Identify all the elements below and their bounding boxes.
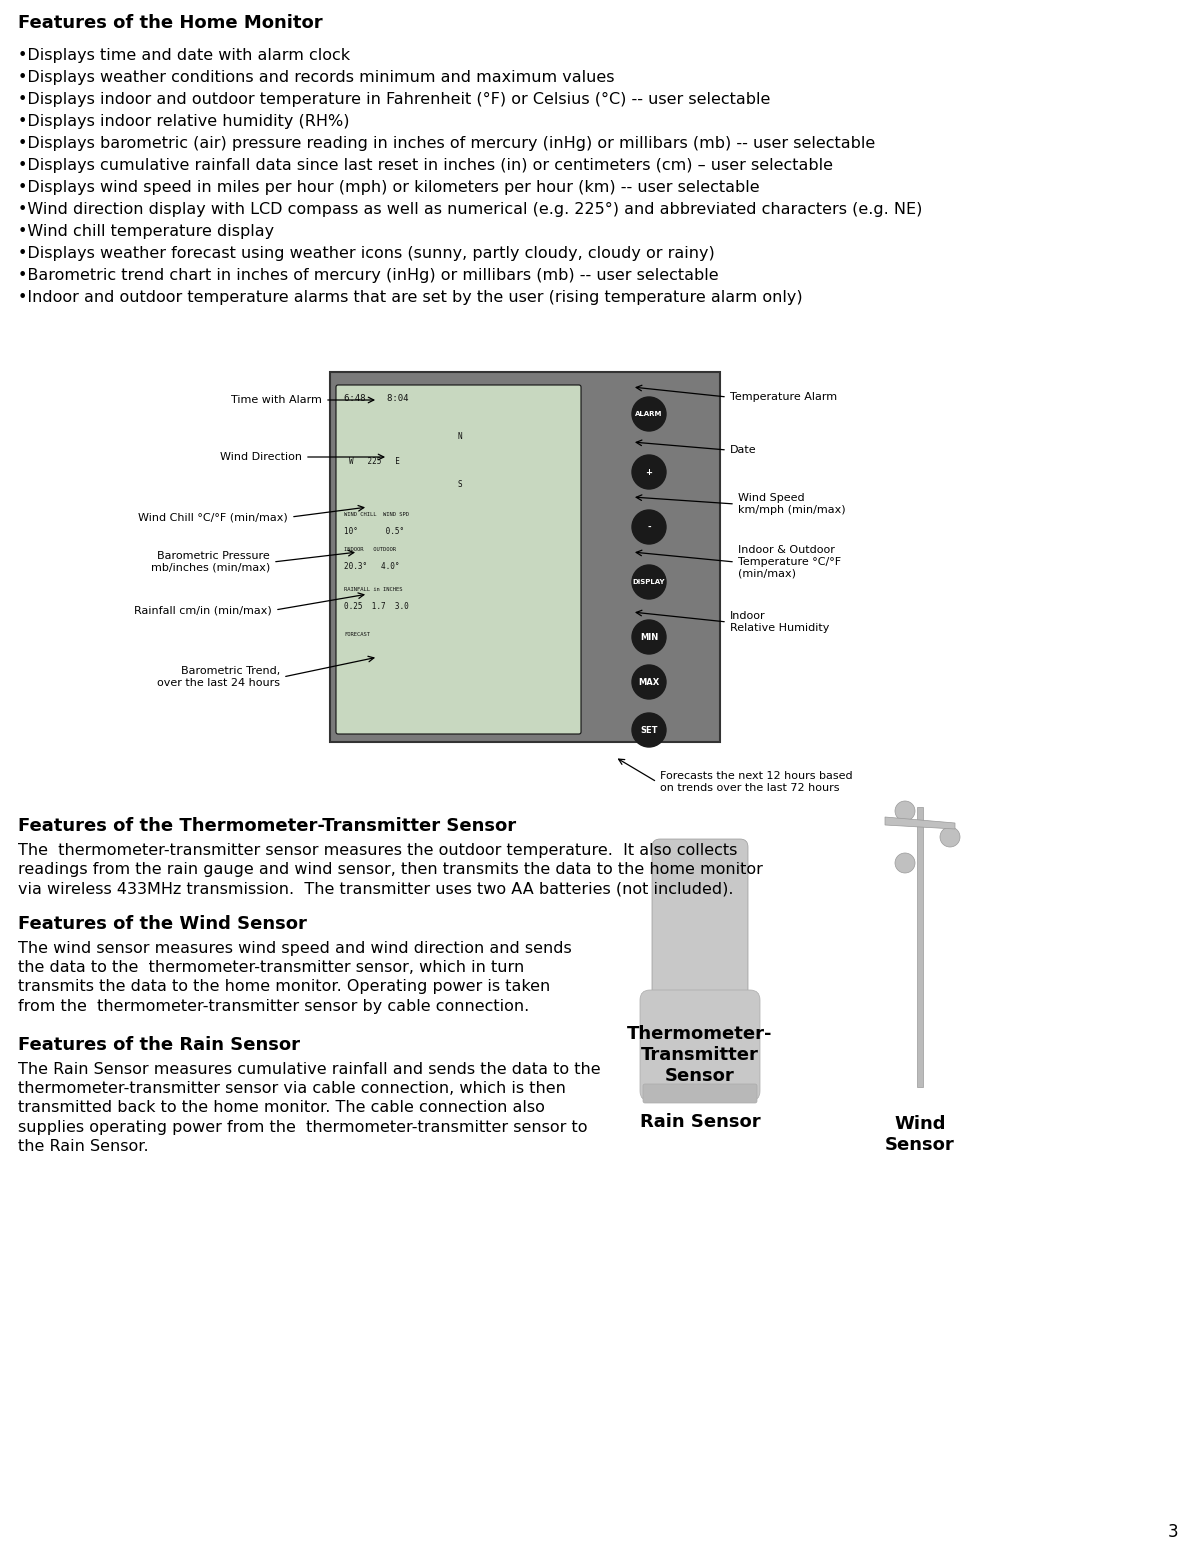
- Text: Features of the Rain Sensor: Features of the Rain Sensor: [18, 1037, 300, 1054]
- Polygon shape: [885, 817, 954, 829]
- Text: WIND CHILL  WIND SPD: WIND CHILL WIND SPD: [344, 511, 409, 518]
- Text: DISPLAY: DISPLAY: [633, 578, 665, 585]
- Text: Thermometer-
Transmitter
Sensor: Thermometer- Transmitter Sensor: [627, 1024, 773, 1085]
- Text: •Barometric trend chart in inches of mercury (inHg) or millibars (mb) -- user se: •Barometric trend chart in inches of mer…: [18, 268, 719, 284]
- Text: Features of the Thermometer-Transmitter Sensor: Features of the Thermometer-Transmitter …: [18, 817, 517, 836]
- Text: MIN: MIN: [640, 633, 658, 641]
- Circle shape: [940, 826, 960, 847]
- Text: Wind Direction: Wind Direction: [220, 452, 303, 461]
- Text: W   225   E: W 225 E: [349, 457, 399, 466]
- FancyBboxPatch shape: [640, 990, 759, 1101]
- Polygon shape: [330, 373, 720, 742]
- Text: Date: Date: [730, 444, 757, 455]
- Text: •Displays wind speed in miles per hour (mph) or kilometers per hour (km) -- user: •Displays wind speed in miles per hour (…: [18, 179, 759, 195]
- Text: •Displays cumulative rainfall data since last reset in inches (in) or centimeter: •Displays cumulative rainfall data since…: [18, 157, 832, 173]
- Circle shape: [895, 853, 915, 873]
- Text: Wind
Sensor: Wind Sensor: [885, 1115, 954, 1154]
- Text: Temperature Alarm: Temperature Alarm: [730, 391, 837, 402]
- Text: •Displays barometric (air) pressure reading in inches of mercury (inHg) or milli: •Displays barometric (air) pressure read…: [18, 136, 875, 151]
- Text: The Rain Sensor measures cumulative rainfall and sends the data to the
thermomet: The Rain Sensor measures cumulative rain…: [18, 1062, 600, 1154]
- Text: ALARM: ALARM: [635, 412, 663, 416]
- Text: •Indoor and outdoor temperature alarms that are set by the user (rising temperat: •Indoor and outdoor temperature alarms t…: [18, 290, 803, 306]
- Text: Features of the Home Monitor: Features of the Home Monitor: [18, 14, 323, 33]
- FancyBboxPatch shape: [643, 1084, 757, 1104]
- Text: Wind Chill °C/°F (min/max): Wind Chill °C/°F (min/max): [139, 511, 288, 522]
- Text: •Displays indoor and outdoor temperature in Fahrenheit (°F) or Celsius (°C) -- u: •Displays indoor and outdoor temperature…: [18, 92, 770, 108]
- Text: Rainfall cm/in (min/max): Rainfall cm/in (min/max): [134, 605, 271, 614]
- Circle shape: [631, 398, 666, 430]
- Text: +: +: [646, 468, 653, 477]
- Text: •Displays time and date with alarm clock: •Displays time and date with alarm clock: [18, 48, 350, 62]
- Circle shape: [631, 455, 666, 490]
- Text: S: S: [458, 480, 463, 490]
- Text: Time with Alarm: Time with Alarm: [231, 394, 322, 405]
- Text: The wind sensor measures wind speed and wind direction and sends
the data to the: The wind sensor measures wind speed and …: [18, 942, 572, 1013]
- Text: •Displays weather forecast using weather icons (sunny, partly cloudy, cloudy or : •Displays weather forecast using weather…: [18, 246, 715, 260]
- Bar: [917, 808, 923, 1087]
- Text: 3: 3: [1167, 1523, 1178, 1540]
- Text: •Displays weather conditions and records minimum and maximum values: •Displays weather conditions and records…: [18, 70, 615, 86]
- Text: •Wind chill temperature display: •Wind chill temperature display: [18, 224, 274, 239]
- Text: N: N: [458, 432, 463, 441]
- Circle shape: [631, 620, 666, 653]
- FancyBboxPatch shape: [652, 839, 748, 1006]
- Circle shape: [895, 801, 915, 822]
- Text: 10°      0.5°: 10° 0.5°: [344, 527, 404, 536]
- Text: Barometric Trend,
over the last 24 hours: Barometric Trend, over the last 24 hours: [157, 666, 280, 688]
- Text: Indoor & Outdoor
Temperature °C/°F
(min/max): Indoor & Outdoor Temperature °C/°F (min/…: [738, 546, 841, 578]
- Circle shape: [631, 666, 666, 698]
- Text: RAINFALL in INCHES: RAINFALL in INCHES: [344, 588, 403, 592]
- Circle shape: [631, 510, 666, 544]
- Text: Features of the Wind Sensor: Features of the Wind Sensor: [18, 915, 307, 932]
- Text: Barometric Pressure
mb/inches (min/max): Barometric Pressure mb/inches (min/max): [151, 552, 270, 572]
- FancyBboxPatch shape: [336, 385, 581, 734]
- Text: 20.3°   4.0°: 20.3° 4.0°: [344, 561, 399, 571]
- Text: The  thermometer-transmitter sensor measures the outdoor temperature.  It also c: The thermometer-transmitter sensor measu…: [18, 843, 763, 896]
- Text: -: -: [647, 522, 651, 532]
- Text: FORECAST: FORECAST: [344, 631, 370, 638]
- Text: 6:48    8:04: 6:48 8:04: [344, 394, 409, 402]
- Text: SET: SET: [640, 725, 658, 734]
- Text: MAX: MAX: [639, 678, 660, 686]
- Text: Wind Speed
km/mph (min/max): Wind Speed km/mph (min/max): [738, 493, 846, 514]
- Text: Indoor
Relative Humidity: Indoor Relative Humidity: [730, 611, 829, 633]
- Text: INDOOR   OUTDOOR: INDOOR OUTDOOR: [344, 547, 396, 552]
- Text: Rain Sensor: Rain Sensor: [640, 1113, 761, 1130]
- Text: •Wind direction display with LCD compass as well as numerical (e.g. 225°) and ab: •Wind direction display with LCD compass…: [18, 203, 922, 217]
- Text: Forecasts the next 12 hours based
on trends over the last 72 hours: Forecasts the next 12 hours based on tre…: [660, 772, 853, 794]
- Text: 0.25  1.7  3.0: 0.25 1.7 3.0: [344, 602, 409, 611]
- Circle shape: [631, 712, 666, 747]
- Circle shape: [631, 564, 666, 599]
- Text: •Displays indoor relative humidity (RH%): •Displays indoor relative humidity (RH%): [18, 114, 349, 129]
